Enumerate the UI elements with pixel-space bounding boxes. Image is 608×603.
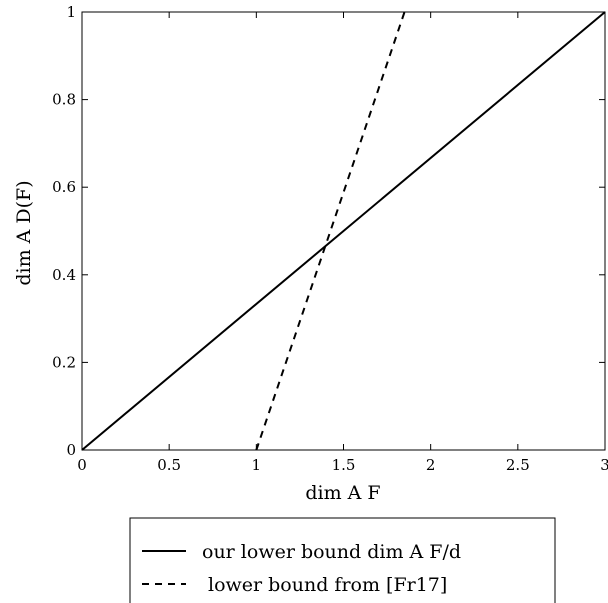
legend-box bbox=[129, 517, 556, 603]
x-tick-label: 2.5 bbox=[506, 456, 530, 474]
y-axis-label: dim A D(F) bbox=[13, 180, 35, 285]
series-layer bbox=[81, 11, 606, 451]
x-tick-label: 1 bbox=[252, 456, 262, 474]
x-tick-label: 1.5 bbox=[332, 456, 356, 474]
y-tick-label: 1 bbox=[66, 3, 76, 21]
x-tick-label: 0.5 bbox=[157, 456, 181, 474]
y-tick-label: 0 bbox=[66, 441, 76, 459]
legend: our lower bound dim A F/d lower bound fr… bbox=[129, 517, 556, 603]
x-axis-label: dim A F bbox=[305, 482, 380, 504]
y-tick-label: 0.4 bbox=[52, 266, 76, 284]
x-tick-label: 3 bbox=[600, 456, 608, 474]
y-tick-label: 0.6 bbox=[52, 178, 76, 196]
x-tick-label: 0 bbox=[77, 456, 87, 474]
legend-label-our-lower-bound: our lower bound dim A F/d bbox=[202, 541, 461, 563]
tick-labels: 0 0.5 1 1.5 2 2.5 3 0 0.2 0.4 0.6 0.8 1 bbox=[52, 3, 608, 474]
tick-marks bbox=[81, 11, 606, 451]
legend-label-fr17: lower bound from [Fr17] bbox=[208, 574, 447, 596]
y-tick-label: 0.2 bbox=[52, 353, 76, 371]
y-tick-label: 0.8 bbox=[52, 91, 76, 109]
series-line-our-lower-bound bbox=[81, 11, 606, 451]
x-tick-label: 2 bbox=[426, 456, 436, 474]
series-line-fr17 bbox=[255, 11, 406, 451]
